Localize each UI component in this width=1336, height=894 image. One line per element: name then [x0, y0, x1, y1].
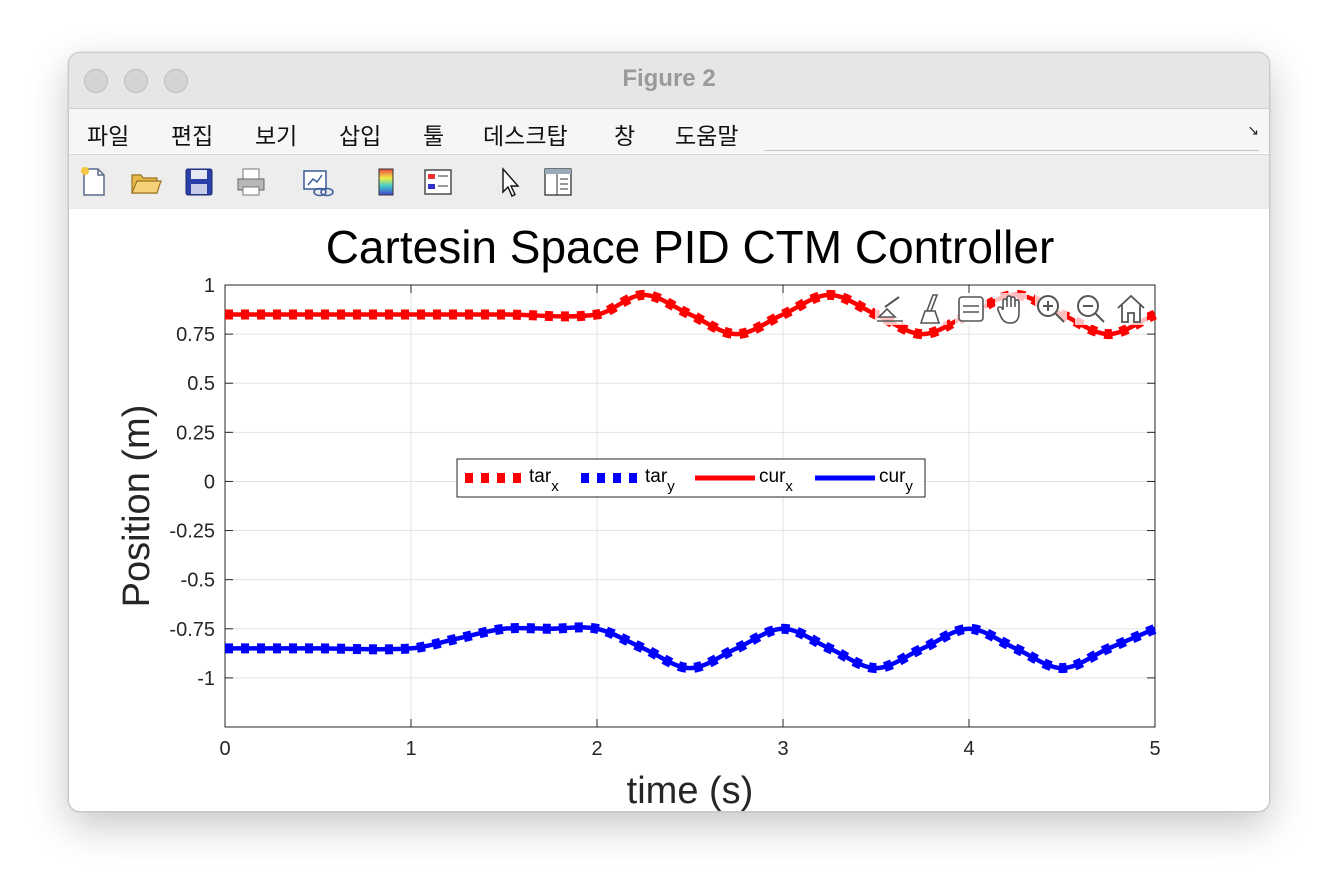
legend-entry-label: curx [759, 466, 793, 495]
zoom-window-button[interactable] [164, 69, 188, 93]
icon-part [996, 295, 1020, 324]
x-axis-label: time (s) [627, 770, 754, 811]
legend-entry-base: cur [879, 466, 906, 487]
legend-toggle-icon[interactable] [955, 293, 987, 325]
brush-export-icon[interactable] [875, 293, 907, 325]
legend-entry-label: cury [879, 466, 913, 495]
legend-entry-subscript: x [785, 478, 793, 495]
menu-insert[interactable]: 삽입 [339, 124, 382, 150]
icon-part [1083, 305, 1105, 323]
menu-edit[interactable]: 편집 [171, 124, 214, 150]
pan-icon[interactable] [995, 293, 1027, 325]
chart-title: Cartesin Space PID CTM Controller [326, 221, 1055, 273]
y-axis-label: Position (m) [116, 405, 158, 608]
legend-entry-label: tarx [529, 466, 559, 495]
plot-area: Cartesin Space PID CTM Controller 0 1 2 3 4 5 1… [69, 209, 1269, 811]
legend-entry-base: cur [759, 466, 786, 487]
save-icon[interactable] [182, 165, 216, 199]
icon-part [1117, 294, 1145, 323]
x-tick-label: 3 [777, 738, 788, 760]
print-icon[interactable] [234, 165, 268, 199]
link-plot-icon[interactable] [300, 165, 334, 199]
legend-entry-subscript: y [667, 478, 675, 495]
close-window-button[interactable] [84, 69, 108, 93]
y-tick-label: -1 [197, 668, 215, 690]
x-tick-label: 0 [219, 738, 230, 760]
pointer-icon[interactable] [493, 165, 527, 199]
legend-entry-subscript: y [905, 478, 913, 495]
window-title: Figure 2 [622, 65, 716, 92]
legend-entry-subscript: x [551, 478, 559, 495]
minimize-window-button[interactable] [124, 69, 148, 93]
y-tick-label: -0.5 [181, 570, 215, 592]
x-tick-label: 1 [405, 738, 416, 760]
legend-entry-base: tar [529, 466, 552, 487]
x-tick-label: 5 [1149, 738, 1160, 760]
menu-divider [764, 150, 1259, 151]
property-inspector-icon[interactable] [541, 165, 575, 199]
y-tick-label: -0.75 [169, 619, 215, 641]
home-icon[interactable] [1115, 293, 1147, 325]
new-figure-icon[interactable] [77, 165, 111, 199]
menu-bar: 파일 편집 보기 삽입 툴 데스크탑 창 도움말 ↘ [69, 109, 1269, 153]
menu-desktop[interactable]: 데스크탑 [483, 124, 568, 150]
colorbar-icon[interactable] [369, 165, 403, 199]
menu-tools[interactable]: 툴 [423, 124, 445, 150]
figure-toolbar [69, 154, 1269, 210]
figure-window: Figure 2 파일 편집 보기 삽입 툴 데스크탑 창 도움말 ↘ [68, 52, 1270, 812]
menu-help[interactable]: 도움말 [675, 124, 739, 150]
y-tick-label: 0.75 [176, 324, 215, 346]
y-tick-label: -0.25 [169, 521, 215, 543]
menu-file[interactable]: 파일 [87, 124, 130, 150]
line-chart[interactable]: Cartesin Space PID CTM Controller 0 1 2 3 4 5 1… [69, 209, 1269, 811]
menu-window[interactable]: 창 [614, 124, 636, 150]
icon-backdrop [875, 293, 907, 325]
y-tick-label: 0.5 [187, 373, 215, 395]
axes-box [224, 284, 1156, 728]
data-cursor-icon[interactable] [915, 293, 947, 325]
y-tick-label: 1 [204, 275, 215, 297]
legend-entry-label: tary [645, 466, 675, 495]
y-tick-label: 0.25 [176, 422, 215, 444]
menu-view[interactable]: 보기 [255, 124, 298, 150]
undock-arrow-icon[interactable]: ↘ [1247, 123, 1259, 139]
zoom-out-icon[interactable] [1075, 293, 1107, 325]
legend-entry-base: tar [645, 466, 668, 487]
x-tick-label: 4 [963, 738, 974, 760]
icon-part [963, 305, 979, 313]
icon-part [958, 296, 984, 322]
icon-part [884, 296, 900, 308]
y-tick-label: 0 [204, 471, 215, 493]
zoom-in-icon[interactable] [1035, 293, 1067, 325]
open-file-icon[interactable] [129, 165, 163, 199]
icon-part [877, 307, 897, 318]
icon-part [1043, 301, 1065, 323]
series-line-cur-y[interactable] [225, 625, 1156, 671]
x-tick-label: 2 [591, 738, 602, 760]
title-bar[interactable]: Figure 2 [69, 53, 1269, 109]
icon-part [919, 310, 941, 324]
legend-icon[interactable] [421, 165, 455, 199]
